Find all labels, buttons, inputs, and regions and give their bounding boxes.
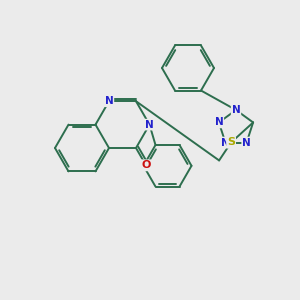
- Text: S: S: [227, 137, 235, 147]
- Text: N: N: [232, 105, 240, 115]
- Text: N: N: [105, 96, 113, 106]
- Text: O: O: [141, 160, 151, 170]
- Text: N: N: [214, 117, 223, 128]
- Text: N: N: [221, 138, 230, 148]
- Text: N: N: [145, 120, 154, 130]
- Text: N: N: [242, 138, 251, 148]
